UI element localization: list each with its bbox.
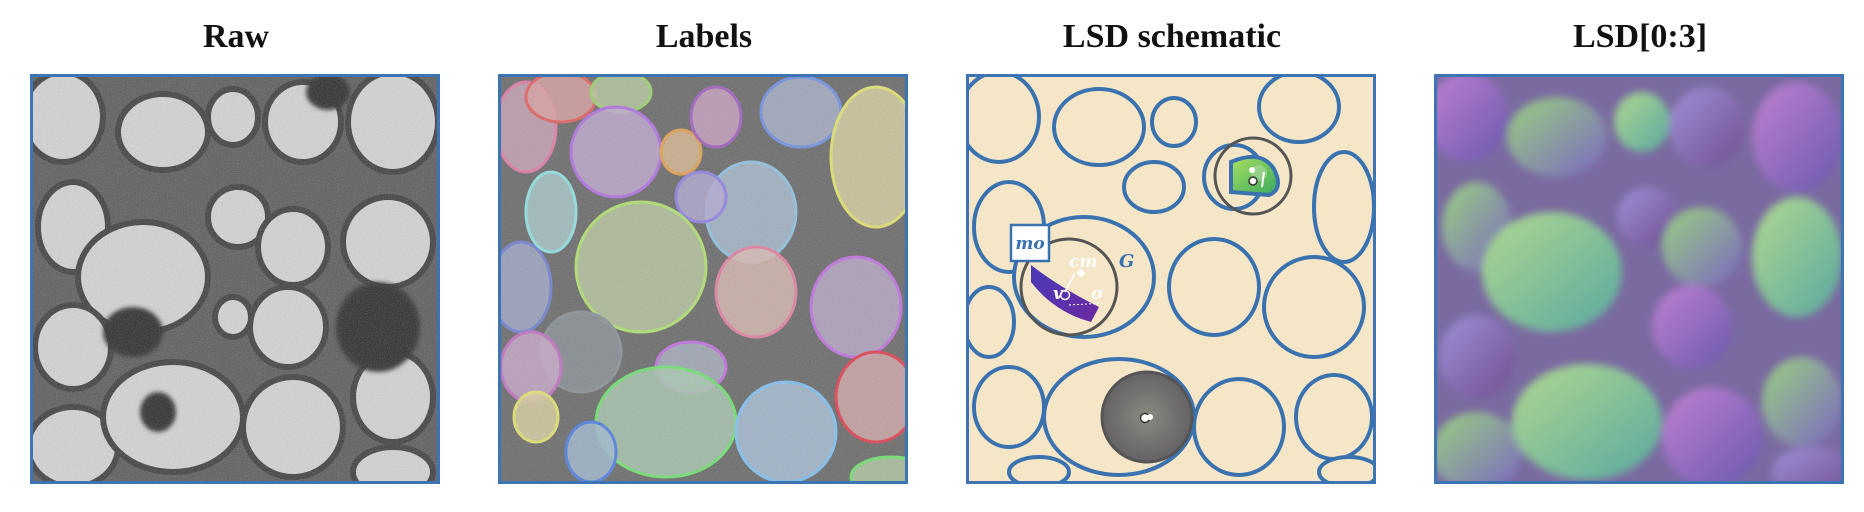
cm-label: cm (1069, 252, 1097, 272)
raw-em-image (33, 77, 437, 481)
lsd-example-purple (1019, 237, 1119, 337)
raw-panel (30, 74, 440, 484)
mo-label: mo (1015, 234, 1044, 254)
lsd-example-grey (1100, 370, 1194, 464)
panel-title-lsd-03: LSD[0:3] (1572, 18, 1708, 55)
panel-title-raw: Raw (202, 18, 270, 55)
lsd-rgb-panel (1434, 74, 1844, 484)
lsd-schematic-panel: cm v σ G mo (966, 74, 1376, 484)
panel-title-labels: Labels (655, 18, 753, 55)
labels-panel (498, 74, 908, 484)
mo-box (1009, 223, 1051, 263)
sigma-label: σ (1091, 284, 1104, 304)
lsd-schematic-diagram: cm v σ G mo (969, 77, 1373, 481)
panel-title-lsd-schematic: LSD schematic (1062, 18, 1282, 55)
lsd-rgb-image (1437, 77, 1841, 481)
labels-image (501, 77, 905, 481)
g-label: G (1119, 251, 1134, 272)
lsd-example-green (1213, 136, 1293, 216)
v-label: v (1053, 284, 1064, 304)
